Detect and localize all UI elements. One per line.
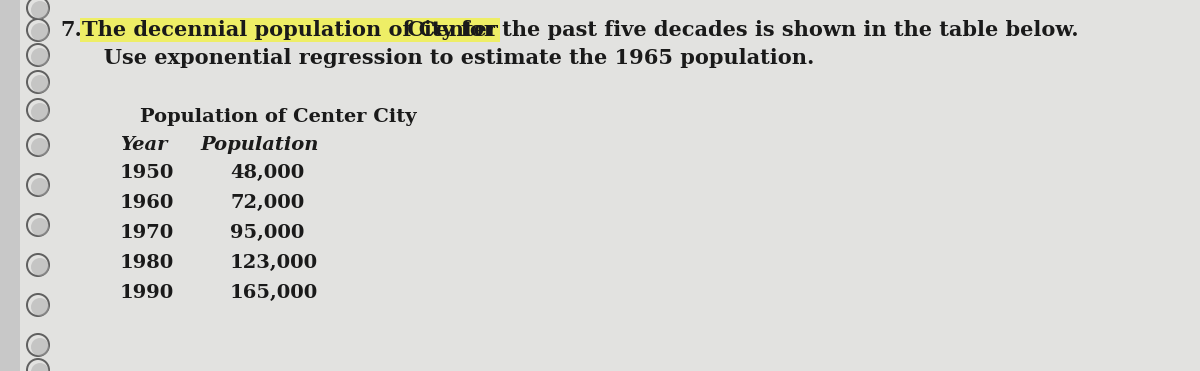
Circle shape	[26, 98, 50, 122]
Text: City for the past five decades is shown in the table below.: City for the past five decades is shown …	[400, 20, 1079, 40]
Circle shape	[26, 133, 50, 157]
Text: Population of Center City: Population of Center City	[140, 108, 416, 126]
Circle shape	[26, 253, 50, 277]
Circle shape	[31, 258, 49, 276]
Text: Population: Population	[200, 136, 318, 154]
Circle shape	[26, 173, 50, 197]
Circle shape	[31, 1, 49, 19]
Text: 1950: 1950	[120, 164, 174, 182]
Text: 95,000: 95,000	[230, 224, 305, 242]
Circle shape	[31, 178, 49, 196]
Circle shape	[28, 72, 48, 92]
Circle shape	[26, 213, 50, 237]
Text: 165,000: 165,000	[230, 284, 318, 302]
Circle shape	[28, 45, 48, 65]
Bar	[0, 0, 20, 371]
Text: 123,000: 123,000	[230, 254, 318, 272]
Text: Year: Year	[120, 136, 167, 154]
Circle shape	[26, 18, 50, 42]
Circle shape	[28, 175, 48, 195]
Text: 1960: 1960	[120, 194, 174, 212]
Circle shape	[28, 335, 48, 355]
Circle shape	[28, 135, 48, 155]
Circle shape	[28, 360, 48, 371]
Circle shape	[28, 215, 48, 235]
Circle shape	[31, 338, 49, 356]
Circle shape	[31, 48, 49, 66]
Circle shape	[28, 295, 48, 315]
Text: Use exponential regression to estimate the 1965 population.: Use exponential regression to estimate t…	[82, 48, 815, 68]
Circle shape	[31, 103, 49, 121]
Circle shape	[31, 75, 49, 93]
Text: 48,000: 48,000	[230, 164, 305, 182]
Circle shape	[26, 293, 50, 317]
Circle shape	[26, 333, 50, 357]
Text: 1970: 1970	[120, 224, 174, 242]
Circle shape	[31, 363, 49, 371]
Circle shape	[31, 218, 49, 236]
Text: 7.: 7.	[60, 20, 82, 40]
Circle shape	[26, 43, 50, 67]
Text: 1980: 1980	[120, 254, 174, 272]
Circle shape	[26, 358, 50, 371]
Circle shape	[26, 0, 50, 20]
Circle shape	[28, 255, 48, 275]
Circle shape	[28, 0, 48, 18]
Circle shape	[31, 138, 49, 156]
Text: 72,000: 72,000	[230, 194, 305, 212]
Text: The decennial population of Center: The decennial population of Center	[82, 20, 498, 40]
Circle shape	[26, 70, 50, 94]
Circle shape	[28, 100, 48, 120]
Circle shape	[31, 298, 49, 316]
Text: 1990: 1990	[120, 284, 174, 302]
Circle shape	[28, 20, 48, 40]
Circle shape	[31, 23, 49, 41]
